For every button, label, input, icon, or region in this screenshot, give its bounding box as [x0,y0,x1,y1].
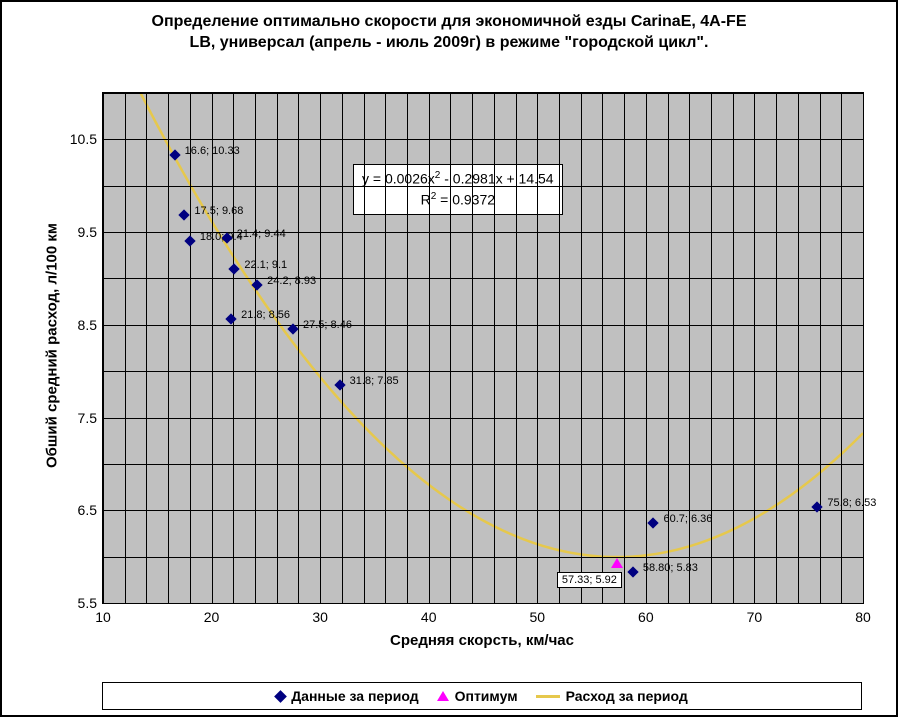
data-point [812,502,823,513]
data-point-label: 24.2; 8.93 [267,275,316,287]
y-tick-label: 8.5 [78,317,97,333]
data-point [648,518,659,529]
x-tick-label: 10 [95,609,111,625]
y-tick-label: 6.5 [78,502,97,518]
legend-label: Оптимум [455,688,518,704]
gridline-v [559,93,560,603]
y-tick-label: 7.5 [78,410,97,426]
legend-item: Расход за период [536,688,688,704]
gridline-h [103,93,863,94]
gridline-v [646,93,647,603]
y-tick-label: 10.5 [70,131,97,147]
line-swatch-icon [536,695,560,698]
gridline-h [103,371,863,372]
data-point-label: 31.8; 7.85 [350,375,399,387]
gridline-h [103,464,863,465]
gridline-v [212,93,213,603]
gridline-v [429,93,430,603]
gridline-v [689,93,690,603]
data-point-label: 22.1; 9.1 [244,259,287,271]
legend-label: Расход за период [566,688,688,704]
triangle-swatch-icon [437,691,449,701]
data-point [229,264,240,275]
data-point-label: 27.5; 8.46 [303,319,352,331]
gridline-v [733,93,734,603]
gridline-v [146,93,147,603]
data-point-label: 21.8; 8.56 [241,309,290,321]
gridline-h [103,186,863,187]
gridline-v [190,93,191,603]
gridline-v [711,93,712,603]
gridline-v [668,93,669,603]
x-tick-label: 70 [747,609,763,625]
gridline-v [342,93,343,603]
x-tick-label: 30 [312,609,328,625]
x-tick-label: 40 [421,609,437,625]
gridline-v [364,93,365,603]
x-tick-label: 20 [204,609,220,625]
gridline-h [103,325,863,326]
legend-label: Данные за период [291,688,418,704]
chart-title: Определение оптимально скорости для экон… [2,12,896,54]
data-point-label: 60.7; 6.36 [663,513,712,525]
gridline-v [103,93,104,603]
x-tick-label: 50 [529,609,545,625]
legend-item: Оптимум [437,688,518,704]
gridline-v [754,93,755,603]
data-point [334,379,345,390]
gridline-v [798,93,799,603]
gridline-h [103,557,863,558]
gridline-v [581,93,582,603]
data-point-label: 21.4; 9.44 [237,228,286,240]
gridline-h [103,603,863,604]
legend-item: Данные за период [276,688,418,704]
gridline-v [320,93,321,603]
chart-frame: Определение оптимально скорости для экон… [0,0,898,717]
gridline-v [298,93,299,603]
x-axis-label: Средняя скорсть, км/час [102,632,862,649]
gridline-v [277,93,278,603]
gridline-v [863,93,864,603]
gridline-v [472,93,473,603]
data-point [169,149,180,160]
y-tick-label: 9.5 [78,224,97,240]
gridline-v [168,93,169,603]
gridline-v [450,93,451,603]
data-point [627,567,638,578]
gridline-v [407,93,408,603]
data-point [251,279,262,290]
data-point-label: 58.80; 5.83 [643,562,698,574]
gridline-v [602,93,603,603]
data-point [225,314,236,325]
gridline-v [624,93,625,603]
legend: Данные за период Оптимум Расход за период [102,682,862,710]
gridline-v [820,93,821,603]
gridline-v [516,93,517,603]
y-tick-label: 5.5 [78,595,97,611]
optimum-label: 57.33; 5.92 [557,572,622,588]
gridline-v [494,93,495,603]
gridline-h [103,278,863,279]
diamond-swatch-icon [274,690,287,703]
gridline-v [776,93,777,603]
data-point-label: 17.5; 9.68 [194,205,243,217]
gridline-v [233,93,234,603]
gridline-h [103,139,863,140]
gridline-v [255,93,256,603]
plot-area: y = 0.0026x2 - 0.2981x + 14.54R2 = 0.937… [102,92,864,604]
data-point-label: 75.8; 6.53 [827,497,876,509]
gridline-v [537,93,538,603]
x-tick-label: 60 [638,609,654,625]
gridline-v [385,93,386,603]
gridline-v [125,93,126,603]
optimum-marker [611,558,623,568]
x-tick-label: 80 [855,609,871,625]
data-point [184,236,195,247]
gridline-h [103,418,863,419]
data-point [179,210,190,221]
gridline-v [841,93,842,603]
data-point-label: 16.6; 10.33 [185,145,240,157]
gridline-h [103,510,863,511]
y-axis-label: Обший средний расход, л/100 км [44,96,61,596]
